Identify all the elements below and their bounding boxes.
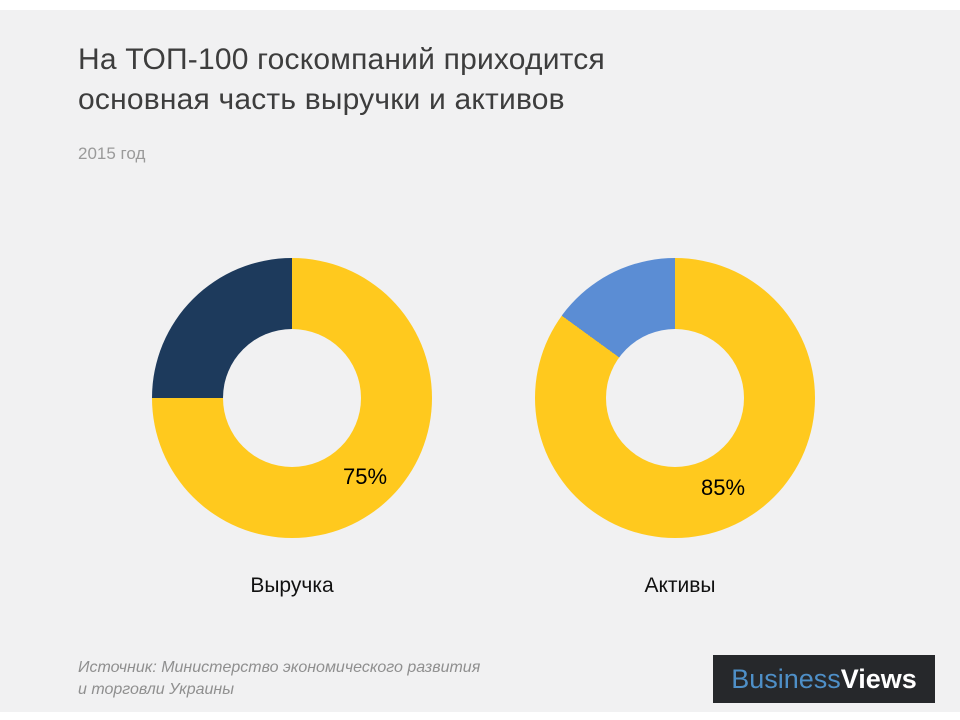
donut-chart-revenue: 75% — [152, 258, 432, 538]
businessviews-logo: Business Views — [713, 655, 935, 703]
data-label-revenue: 75% — [342, 464, 388, 489]
logo-text-business: Business — [731, 663, 841, 694]
source-note-line2: и торговли Украины — [78, 681, 234, 698]
donut-chart-assets: 85% — [535, 258, 815, 538]
donut-hole-revenue — [223, 329, 361, 467]
data-label-assets: 85% — [700, 475, 746, 500]
donut-hole-assets — [606, 329, 744, 467]
page-title: На ТОП-100 госкомпаний приходится основн… — [78, 40, 838, 120]
slide-top-margin — [0, 0, 960, 10]
category-label-revenue: Выручка — [250, 574, 334, 597]
page-title-line2: основная часть выручки и активов — [78, 83, 565, 116]
source-note-line1: Источник: Министерство экономического ра… — [78, 659, 481, 676]
slide-bottom-margin — [0, 712, 960, 720]
logo-text-views: Views — [840, 663, 917, 694]
subtitle-year: 2015 год — [78, 144, 146, 163]
page-title-line1: На ТОП-100 госкомпаний приходится — [78, 43, 605, 76]
source-note: Источник: Министерство экономического ра… — [78, 657, 480, 701]
category-label-assets: Активы — [644, 574, 716, 597]
